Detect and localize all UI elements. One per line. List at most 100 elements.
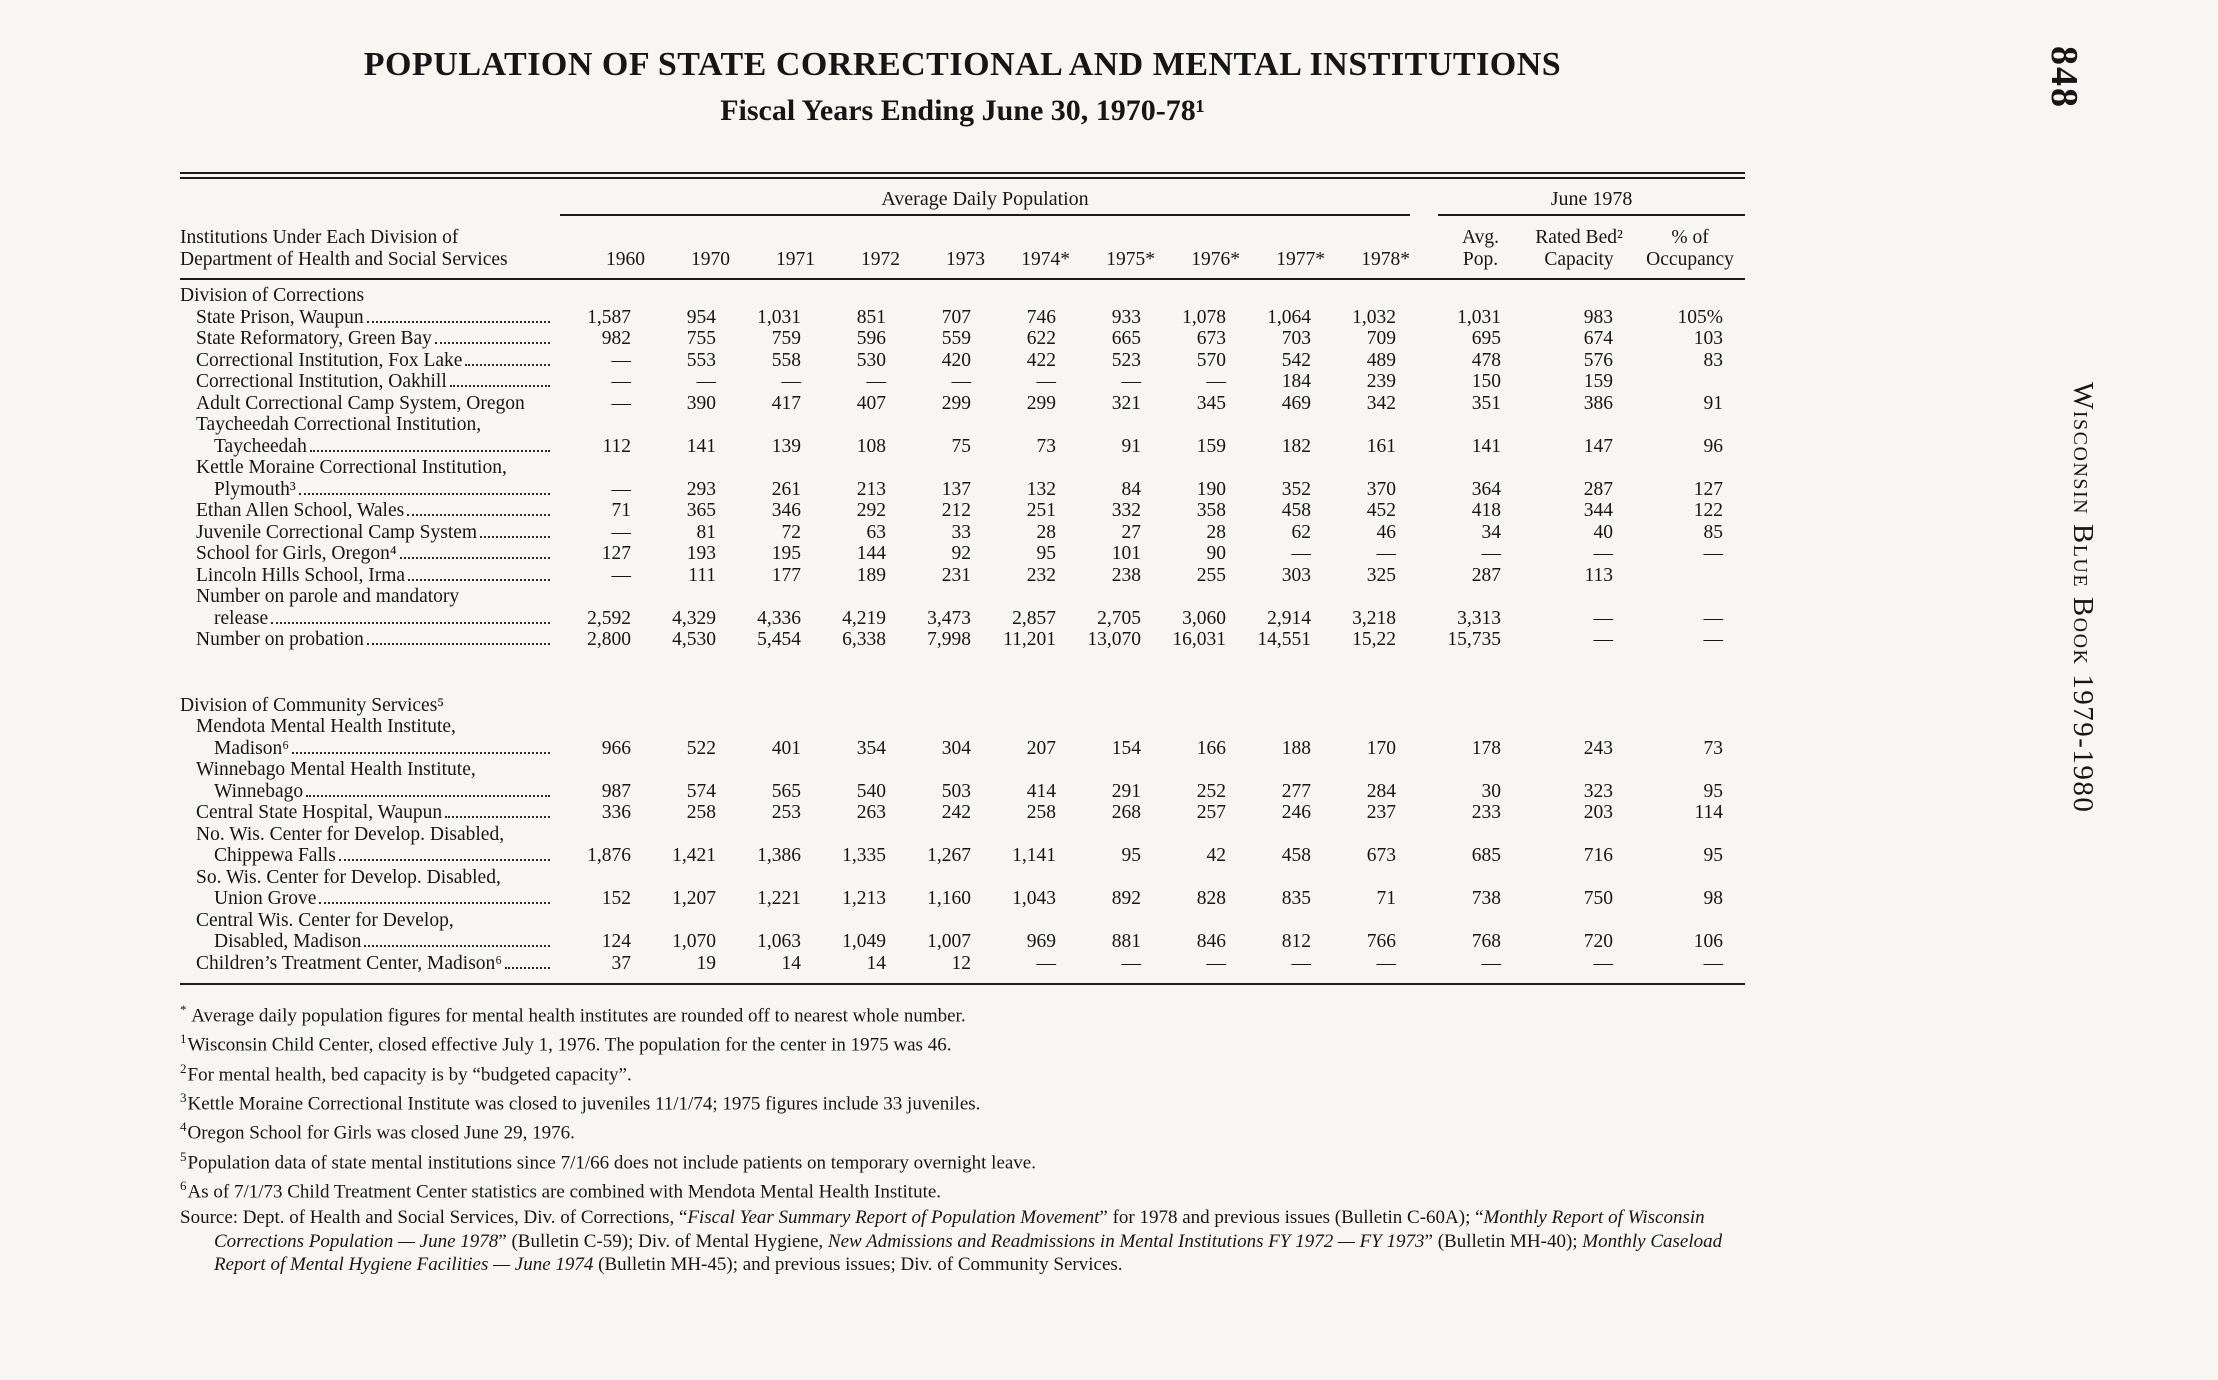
- value-cell: 370: [1366, 478, 1397, 500]
- dot-leader: [366, 320, 550, 323]
- value-cell: 111: [688, 564, 716, 586]
- value-cell: 674: [1583, 328, 1614, 349]
- row-label-line: Winnebago Mental Health Institute,: [180, 759, 560, 781]
- value-cell: 1,207: [672, 888, 716, 909]
- value-cell: 203: [1583, 802, 1614, 823]
- value-cell: 141: [686, 435, 716, 457]
- value-cell: 193: [686, 543, 716, 564]
- value-cell: 232: [1026, 564, 1056, 586]
- table-row: No. Wis. Center for Develop. Disabled, Ch…: [180, 824, 1745, 867]
- value-cell: 177: [771, 564, 801, 586]
- row-label-line: Ethan Allen School, Wales: [180, 500, 560, 522]
- value-cell: —: [1703, 607, 1724, 629]
- value-cell: —: [1481, 543, 1502, 564]
- value-cell: 139: [771, 435, 801, 457]
- row-label-line: School for Girls, Oregon⁴: [180, 543, 560, 565]
- table-header: Average Daily Population June 1978 Insti…: [180, 172, 1746, 280]
- column-group-gap-cell: [1410, 629, 1438, 651]
- group-header-average-daily-population: Average Daily Population: [560, 172, 1411, 216]
- value-cell: 34: [1481, 521, 1502, 543]
- value-cell: 40: [1593, 521, 1614, 543]
- value-cell: —: [1206, 371, 1227, 392]
- value-cell: 323: [1583, 780, 1614, 802]
- row-label-line: State Prison, Waupun: [180, 307, 560, 329]
- column-header-1974: 1974*: [985, 215, 1070, 280]
- row-label: Winnebago Mental Health Institute, Winneb…: [180, 759, 560, 802]
- value-cell: 42: [1206, 845, 1227, 866]
- value-cell: 242: [941, 802, 971, 823]
- value-cell: 354: [856, 737, 886, 759]
- value-cell: 92: [951, 543, 972, 564]
- dot-leader: [298, 492, 550, 495]
- value-cell: 881: [1111, 931, 1141, 952]
- value-cell: 252: [1196, 780, 1226, 802]
- value-cell: 90: [1206, 543, 1227, 564]
- column-group-gap-cell: [1410, 824, 1438, 867]
- value-cell: 401: [771, 737, 801, 759]
- row-label-line: So. Wis. Center for Develop. Disabled,: [180, 867, 560, 889]
- value-cell: 299: [941, 392, 971, 414]
- source-text: ” (Bulletin C-59); Div. of Mental Hygien…: [498, 1230, 828, 1252]
- row-label: No. Wis. Center for Develop. Disabled, Ch…: [180, 824, 560, 867]
- footnote-marker: 5: [180, 1148, 187, 1164]
- value-cell: 124: [601, 931, 631, 952]
- value-cell: —: [1036, 952, 1057, 974]
- table-row: Correctional Institution, Fox Lake — 553 55…: [180, 350, 1745, 372]
- value-cell: 28: [1206, 521, 1227, 543]
- value-cell: 1,587: [587, 306, 631, 328]
- value-cell: 1,043: [1012, 888, 1056, 909]
- column-header-1975: 1975*: [1070, 215, 1155, 280]
- source-publication-title: New Admissions and Readmissions in Menta…: [827, 1230, 1425, 1252]
- content-area: POPULATION OF STATE CORRECTIONAL AND MEN…: [180, 46, 1746, 1277]
- value-cell: —: [611, 392, 632, 414]
- value-cell: 178: [1471, 737, 1502, 759]
- table-row: Children’s Treatment Center, Madison⁶ 37 1…: [180, 953, 1745, 985]
- value-cell: 27: [1121, 521, 1142, 543]
- value-cell: 2,857: [1012, 607, 1056, 629]
- row-label-text: Correctional Institution, Oakhill: [196, 371, 447, 392]
- value-cell: 4,219: [842, 607, 886, 629]
- row-label: Number on probation: [180, 629, 560, 651]
- value-cell: 258: [1026, 802, 1056, 823]
- row-label: State Prison, Waupun: [180, 307, 560, 329]
- value-cell: 37: [611, 952, 632, 974]
- column-group-gap-cell: [1410, 543, 1438, 565]
- value-cell: 768: [1471, 931, 1502, 952]
- footnote: * Average daily population figures for m…: [180, 1002, 966, 1027]
- value-cell: 30: [1481, 780, 1502, 802]
- value-cell: —: [1376, 952, 1397, 974]
- section-heading-row: Division of Community Services⁵: [180, 651, 1745, 717]
- footnote-marker: 2: [180, 1060, 187, 1076]
- row-label-line: Chippewa Falls: [180, 845, 560, 867]
- row-label: Children’s Treatment Center, Madison⁶: [180, 953, 560, 985]
- value-cell: 182: [1281, 435, 1311, 457]
- value-cell: 112: [602, 435, 631, 457]
- footnote-marker: 6: [180, 1177, 187, 1193]
- value-cell: 303: [1281, 564, 1311, 586]
- value-cell: 81: [696, 521, 717, 543]
- row-label-line: Adult Correctional Camp System, Oregon: [180, 393, 560, 415]
- value-cell: 716: [1583, 845, 1614, 866]
- row-label: Juvenile Correctional Camp System: [180, 522, 560, 544]
- table-row: Correctional Institution, Oakhill — — — — — — —…: [180, 371, 1745, 393]
- row-label-text: Adult Correctional Camp System, Oregon: [196, 392, 525, 414]
- row-label-text: Mendota Mental Health Institute,: [196, 716, 456, 737]
- value-cell: 291: [1111, 780, 1141, 802]
- value-cell: 478: [1471, 349, 1502, 371]
- value-cell: 503: [941, 780, 971, 802]
- value-cell: 144: [856, 543, 886, 564]
- row-label-text: Taycheedah: [214, 435, 307, 457]
- group-header-row: Average Daily Population June 1978: [180, 172, 1746, 216]
- value-cell: 14: [866, 952, 887, 974]
- value-cell: 293: [686, 478, 716, 500]
- row-label-line: Madison⁶: [180, 738, 560, 760]
- footnotes: * Average daily population figures for m…: [180, 998, 1745, 1203]
- value-cell: 95: [1703, 845, 1724, 866]
- row-label-text: Correctional Institution, Fox Lake: [196, 349, 463, 371]
- table-row: Number on parole and mandatory release 2,5…: [180, 586, 1745, 629]
- footnote: 1Wisconsin Child Center, closed effectiv…: [180, 1031, 952, 1056]
- column-group-gap-cell: [1410, 565, 1438, 587]
- row-label-text: Kettle Moraine Correctional Institution,: [196, 457, 507, 478]
- row-label-line: Kettle Moraine Correctional Institution,: [180, 457, 560, 479]
- value-cell: 1,031: [757, 306, 801, 328]
